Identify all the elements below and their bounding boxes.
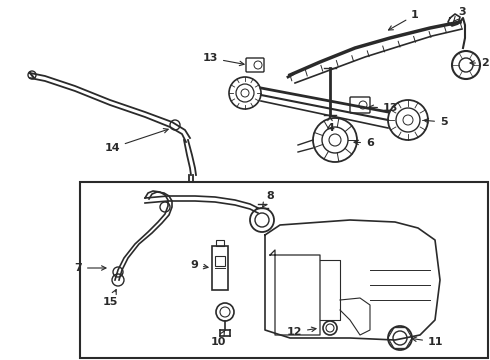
Text: 2: 2: [470, 58, 489, 68]
Bar: [212, 246, 228, 290]
Text: 11: 11: [412, 337, 443, 347]
Text: 5: 5: [424, 117, 448, 127]
Bar: [215, 256, 225, 266]
Bar: [216, 240, 224, 246]
Text: 14: 14: [104, 129, 168, 153]
Text: 13: 13: [203, 53, 244, 66]
Text: 9: 9: [190, 260, 208, 270]
Text: 7: 7: [74, 263, 106, 273]
Text: 10: 10: [210, 331, 226, 347]
Text: 15: 15: [102, 289, 118, 307]
Text: 13: 13: [369, 103, 398, 113]
Text: 4: 4: [326, 116, 334, 133]
Text: 6: 6: [354, 138, 374, 148]
Text: 3: 3: [453, 7, 466, 22]
Text: 1: 1: [389, 10, 419, 30]
Bar: [80, 182, 488, 358]
Text: 8: 8: [263, 191, 274, 207]
Text: 12: 12: [287, 327, 316, 337]
